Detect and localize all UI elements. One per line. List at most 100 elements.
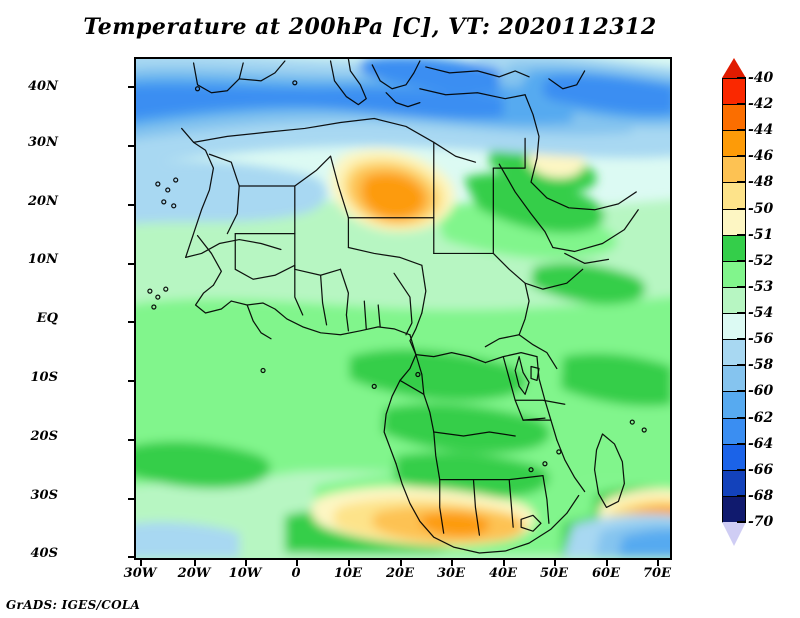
x-tick	[503, 560, 505, 566]
colorbar-tick-label: -62	[748, 409, 774, 426]
colorbar-tick	[737, 442, 746, 445]
colorbar-tick	[737, 390, 746, 393]
colorbar-segment	[722, 313, 746, 341]
y-tick	[128, 204, 134, 206]
colorbar-tick-label: -53	[748, 278, 774, 295]
x-tick-label: 10W	[228, 566, 262, 581]
colorbar-tick-label: -42	[748, 96, 774, 113]
colorbar-tick-label: -48	[748, 174, 774, 191]
colorbar-segment	[722, 417, 746, 446]
colorbar-tick	[737, 468, 746, 471]
colorbar-segment	[722, 234, 746, 263]
y-tick-label: 40N	[28, 79, 58, 94]
colorbar-tick	[737, 155, 746, 158]
y-tick	[128, 145, 134, 147]
colorbar-tick-label: -46	[748, 148, 774, 165]
x-tick	[296, 560, 298, 566]
colorbar-segment	[722, 495, 746, 524]
colorbar-tick-label: -58	[748, 357, 774, 374]
x-tick	[348, 560, 350, 566]
x-tick	[451, 560, 453, 566]
x-tick-label: 20W	[177, 566, 211, 581]
colorbar-tick	[737, 259, 746, 262]
colorbar-tick-label: -51	[748, 226, 774, 243]
y-tick-label: 20S	[30, 429, 58, 444]
x-tick	[140, 560, 142, 566]
x-tick	[400, 560, 402, 566]
colorbar-tick	[737, 494, 746, 497]
chart-title: Temperature at 200hPa [C], VT: 202011231…	[83, 14, 657, 40]
y-tick-label: 30N	[28, 135, 58, 150]
x-tick-label: 30E	[437, 566, 465, 581]
x-tick-label: 60E	[592, 566, 620, 581]
colorbar-segment	[722, 391, 746, 420]
x-tick	[554, 560, 556, 566]
y-tick	[128, 263, 134, 265]
colorbar-tick	[737, 521, 746, 523]
x-tick-label: 0	[291, 566, 301, 581]
y-tick	[128, 380, 134, 382]
y-tick	[128, 439, 134, 441]
x-tick-label: 40E	[489, 566, 517, 581]
colorbar-tick	[737, 312, 746, 315]
x-tick	[245, 560, 247, 566]
colorbar-tick	[737, 103, 746, 106]
colorbar-segment	[722, 339, 746, 367]
y-tick	[128, 556, 134, 558]
colorbar-segment	[722, 365, 746, 393]
colorbar-tick-label: -54	[748, 305, 774, 322]
y-tick-label: EQ	[36, 311, 58, 326]
colorbar-tick-label: -66	[748, 461, 774, 478]
y-tick-label: 30S	[30, 488, 58, 503]
colorbar-tick-label: -52	[748, 252, 774, 269]
x-tick	[194, 560, 196, 566]
x-tick-label: 70E	[643, 566, 671, 581]
colorbar-tick-label: -40	[748, 70, 774, 86]
colorbar-tick-label: -70	[748, 514, 774, 530]
colorbar-segment	[722, 182, 746, 211]
colorbar-tick	[737, 207, 746, 210]
colorbar	[722, 58, 746, 546]
colorbar-segment	[722, 130, 746, 158]
colorbar-tick-label: -60	[748, 383, 774, 400]
x-tick-label: 50E	[540, 566, 568, 581]
colorbar-extend-high-arrow	[722, 58, 746, 78]
colorbar-tick	[737, 129, 746, 132]
colorbar-tick	[737, 416, 746, 419]
colorbar-tick	[737, 338, 746, 341]
y-tick-label: 10N	[28, 252, 58, 267]
map-plot-area	[134, 57, 672, 560]
y-tick-label: 20N	[28, 194, 58, 209]
colorbar-segment	[722, 156, 746, 184]
colorbar-segment	[722, 104, 746, 132]
y-tick	[128, 86, 134, 88]
y-tick	[128, 321, 134, 323]
colorbar-segment	[722, 78, 746, 106]
x-tick	[657, 560, 659, 566]
colorbar-tick-label: -64	[748, 435, 774, 452]
x-tick-label: 30W	[123, 566, 157, 581]
colorbar-segment	[722, 443, 746, 472]
colorbar-segment	[722, 286, 746, 315]
temperature-field	[136, 59, 670, 558]
colorbar-segment	[722, 469, 746, 498]
colorbar-tick	[737, 77, 746, 79]
colorbar-tick-label: -44	[748, 122, 774, 139]
y-tick-label: 40S	[30, 546, 58, 561]
colorbar-tick	[737, 181, 746, 184]
x-tick-label: 10E	[334, 566, 362, 581]
colorbar-tick	[737, 285, 746, 288]
colorbar-segment	[722, 208, 746, 237]
colorbar-tick-label: -56	[748, 331, 774, 348]
colorbar-tick	[737, 233, 746, 236]
x-tick-label: 20E	[386, 566, 414, 581]
colorbar-segment	[722, 260, 746, 289]
producer-credit: GrADS: IGES/COLA	[6, 598, 141, 612]
y-tick	[128, 498, 134, 500]
colorbar-tick	[737, 364, 746, 367]
x-tick	[606, 560, 608, 566]
coastlines	[147, 59, 647, 554]
colorbar-tick-label: -50	[748, 200, 774, 217]
colorbar-tick-label: -68	[748, 487, 774, 504]
colorbar-extend-low-arrow	[722, 522, 746, 546]
